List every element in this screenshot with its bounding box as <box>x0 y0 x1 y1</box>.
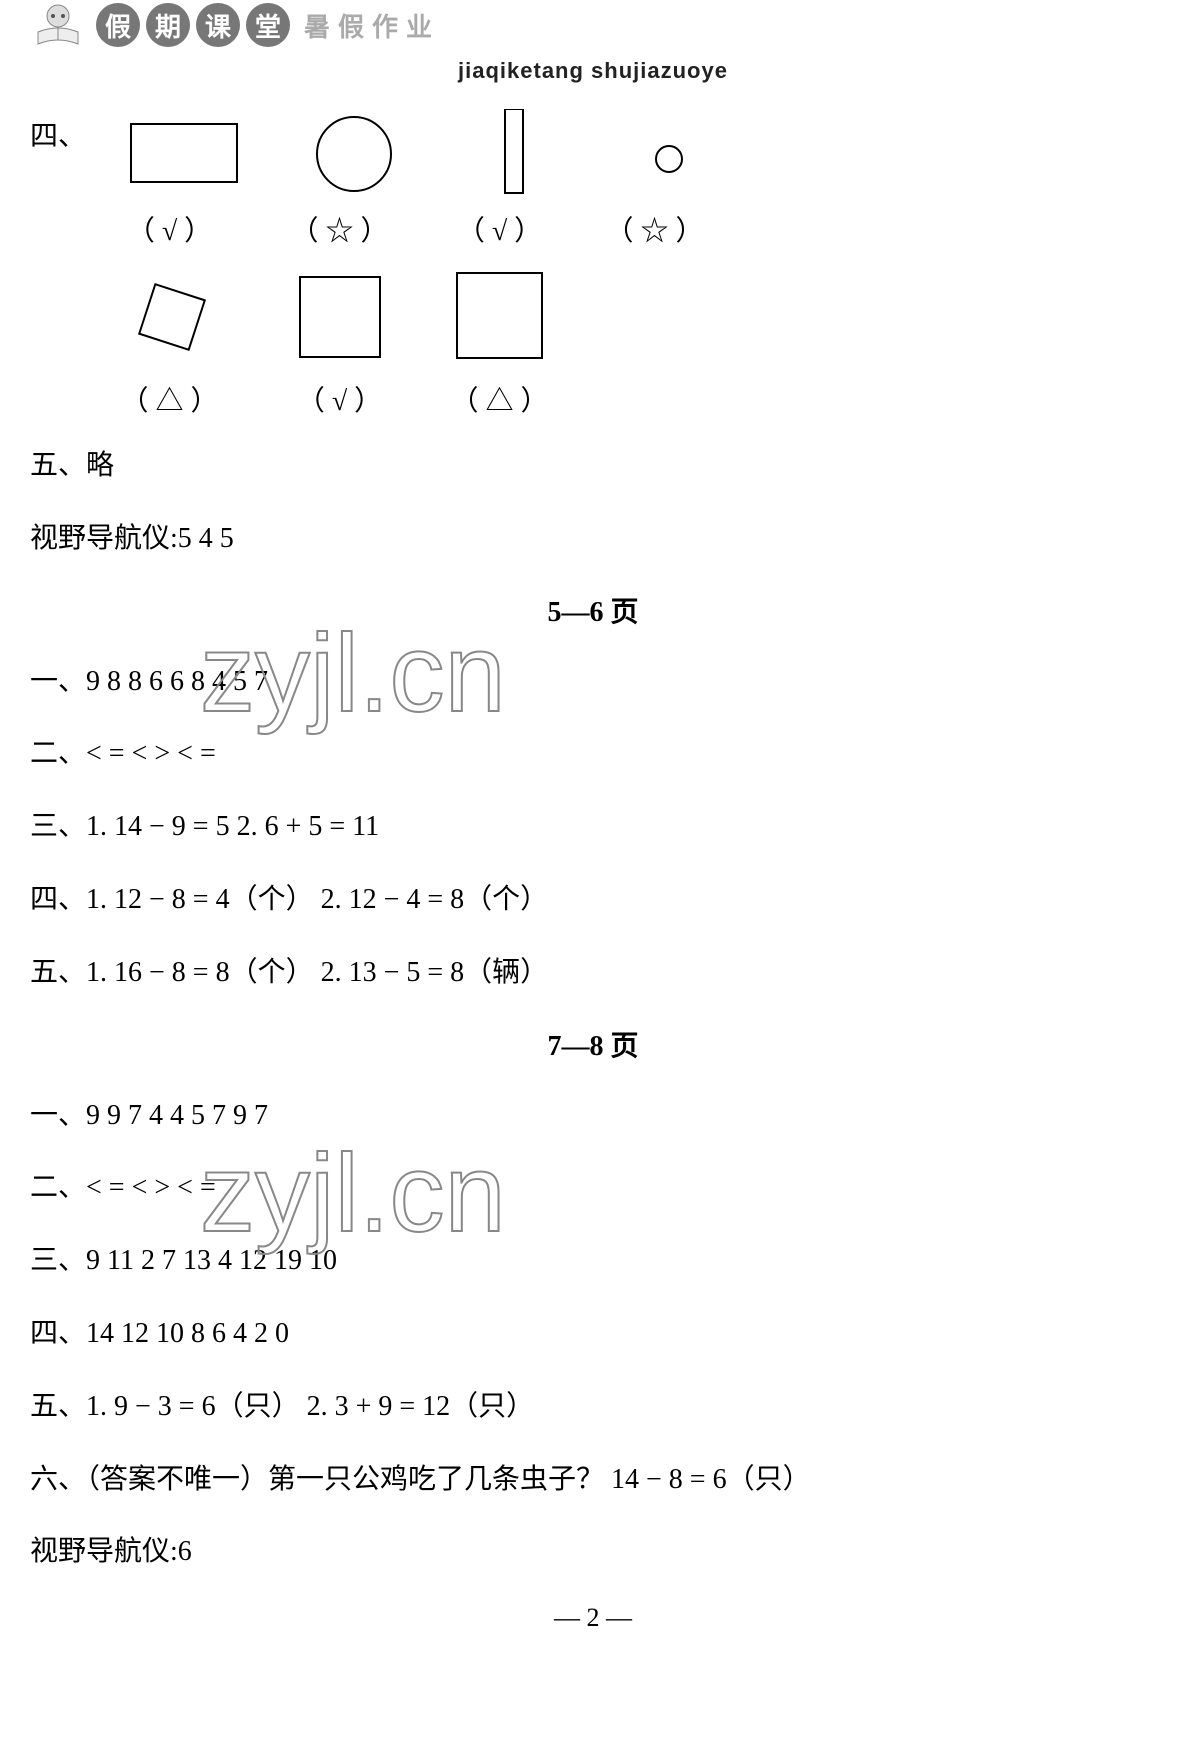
section-5: 五、略 <box>30 444 1156 489</box>
p78-q3: 三、9 11 2 7 13 4 12 19 10 <box>30 1239 1156 1284</box>
page-number: — 2 — <box>30 1603 1156 1633</box>
section-4-label: 四、 <box>30 114 86 194</box>
answer: （ ☆ ） <box>577 209 732 249</box>
header-subtitle: 暑假作业 <box>304 7 440 44</box>
page-header: 假 期 课 堂 暑假作业 <box>30 0 1156 50</box>
nav-line-2: 视野导航仪:6 <box>30 1530 1156 1575</box>
shape-small-circle <box>591 109 746 194</box>
shape-square <box>257 269 422 364</box>
answer: （ △ ） <box>422 379 577 419</box>
tab-char: 假 <box>96 3 140 47</box>
p78-q4: 四、14 12 10 8 6 4 2 0 <box>30 1312 1156 1357</box>
p78-q6: 六、（答案不唯一）第一只公鸡吃了几条虫子？ 14 − 8 = 6（只） <box>30 1458 1156 1503</box>
p56-q4: 四、1. 12 − 8 = 4（个） 2. 12 − 4 = 8（个） <box>30 878 1156 923</box>
p56-q2: 二、< = < > < = <box>30 732 1156 777</box>
answers-row-2: （ △ ） （ √ ） （ △ ） <box>30 379 1156 419</box>
answer: （ ☆ ） <box>257 209 422 249</box>
shape-rectangle <box>96 109 271 194</box>
shapes-row-2 <box>30 269 1156 364</box>
answer: （ √ ） <box>257 379 422 419</box>
shape-rotated-square <box>82 269 257 364</box>
p56-q3: 三、1. 14 − 9 = 5 2. 6 + 5 = 11 <box>30 805 1156 850</box>
shape-square <box>422 269 577 364</box>
nav-line-1: 视野导航仪:5 4 5 <box>30 517 1156 562</box>
pages-7-8-heading: 7—8 页 <box>30 1024 1156 1064</box>
reading-icon <box>30 2 86 48</box>
tab-char: 堂 <box>246 3 290 47</box>
p78-q2: 二、< = < > < = <box>30 1166 1156 1211</box>
pages-5-6-heading: 5—6 页 <box>30 590 1156 630</box>
answer: （ △ ） <box>82 379 257 419</box>
p78-q1: 一、9 9 7 4 4 5 7 9 7 <box>30 1094 1156 1139</box>
shape-circle <box>271 109 436 194</box>
answer: （ √ ） <box>422 209 577 249</box>
answer: （ √ ） <box>82 209 257 249</box>
shape-tall-rect <box>436 109 591 194</box>
answers-row-1: （ √ ） （ ☆ ） （ √ ） （ ☆ ） <box>30 209 1156 249</box>
p78-q5: 五、1. 9 − 3 = 6（只） 2. 3 + 9 = 12（只） <box>30 1385 1156 1430</box>
pinyin-line: jiaqiketang shujiazuoye <box>30 58 1156 84</box>
tab-char: 课 <box>196 3 240 47</box>
shapes-row-1: 四、 <box>30 109 1156 194</box>
header-title-tabs: 假 期 课 堂 <box>96 3 290 47</box>
section-4: 四、 （ √ ） （ ☆ ） （ √ ） （ ☆ ） <box>30 109 1156 419</box>
tab-char: 期 <box>146 3 190 47</box>
p56-q1: 一、9 8 8 6 6 8 4 5 7 <box>30 660 1156 705</box>
p56-q5: 五、1. 16 − 8 = 8（个） 2. 13 − 5 = 8（辆） <box>30 951 1156 996</box>
